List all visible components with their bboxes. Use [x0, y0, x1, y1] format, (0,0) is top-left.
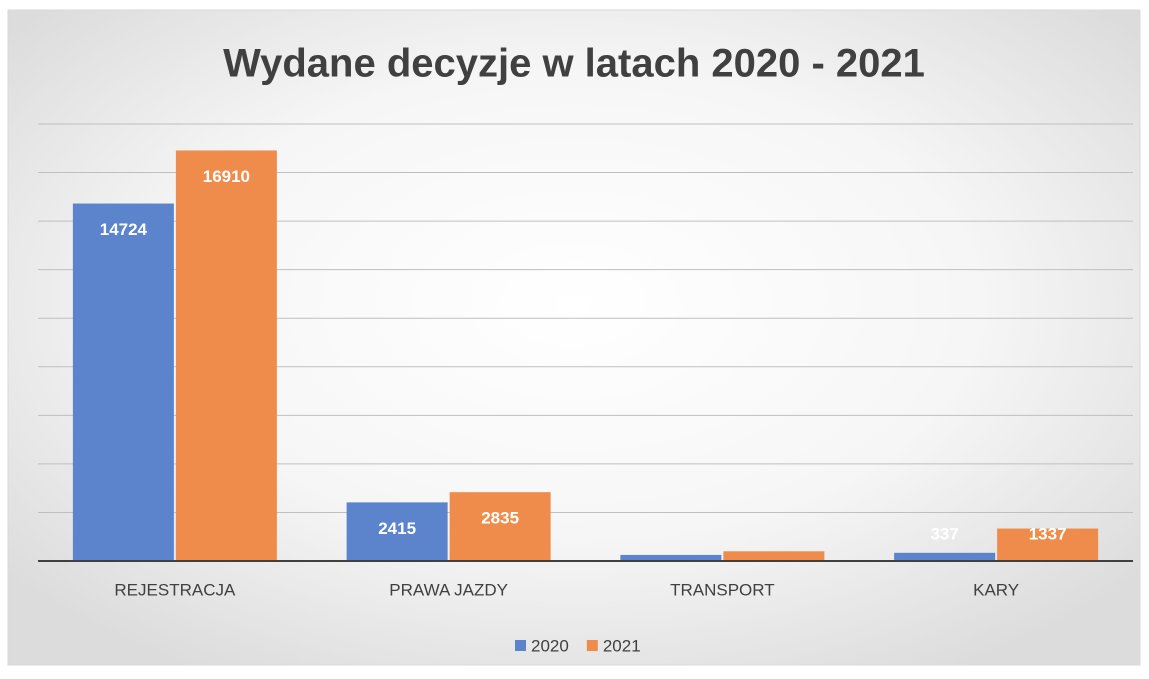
x-tick-label: REJESTRACJA: [114, 580, 236, 599]
data-label: 2415: [378, 519, 416, 538]
data-label: 1337: [1029, 524, 1067, 543]
data-label: 14724: [100, 220, 148, 239]
data-label: 2835: [481, 509, 519, 528]
data-label: 16910: [203, 167, 250, 186]
legend-label: 2021: [603, 636, 641, 655]
legend-swatch: [515, 640, 526, 651]
bar: [894, 552, 996, 561]
bar: [346, 502, 448, 561]
data-label: 337: [930, 524, 958, 543]
legend-swatch: [586, 640, 598, 651]
bar: [175, 150, 277, 562]
x-tick-label: PRAWA JAZDY: [389, 580, 508, 599]
legend-label: 2020: [531, 636, 569, 655]
chart-title: Wydane decyzje w latach 2020 - 2021: [223, 42, 925, 86]
bar: [620, 554, 722, 561]
bar: [72, 203, 174, 561]
bar: [723, 551, 825, 561]
bar: [997, 528, 1099, 561]
bar: [449, 492, 551, 561]
x-tick-label: KARY: [973, 580, 1019, 599]
x-tick-label: TRANSPORT: [670, 580, 775, 599]
